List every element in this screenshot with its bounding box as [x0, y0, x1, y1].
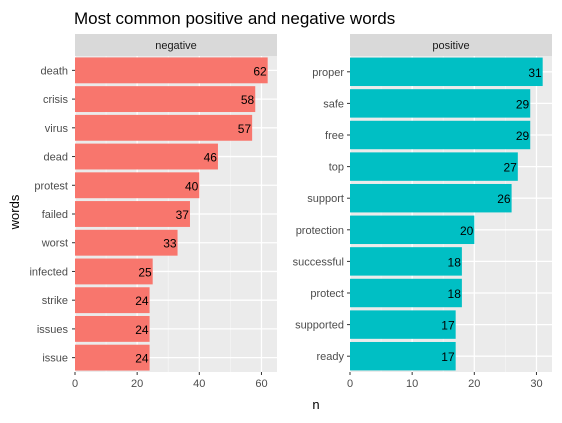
- data-label: 26: [497, 192, 511, 206]
- y-tick-label: supported: [295, 320, 344, 332]
- data-label: 46: [204, 151, 218, 165]
- data-label: 25: [138, 265, 152, 279]
- facet-strip-positive: [350, 34, 552, 56]
- x-tick-label: 0: [347, 378, 353, 390]
- y-tick-label: free: [325, 130, 344, 142]
- bar-positive-supported: [350, 310, 456, 339]
- bar-positive-ready: [350, 341, 456, 371]
- data-label: 20: [460, 224, 474, 238]
- y-tick-label: issue: [42, 353, 68, 365]
- data-label: 18: [448, 255, 462, 269]
- y-tick-label: protest: [34, 180, 68, 192]
- y-tick-label: protection: [296, 225, 344, 237]
- facet-label-positive: positive: [432, 40, 469, 52]
- data-label: 27: [503, 161, 517, 175]
- data-label: 29: [516, 129, 530, 143]
- bar-negative-virus: [75, 114, 253, 141]
- data-label: 24: [135, 294, 149, 308]
- bar-negative-worst: [75, 229, 178, 256]
- data-label: 62: [253, 64, 267, 78]
- y-tick-label: proper: [312, 67, 344, 79]
- bar-negative-dead: [75, 143, 218, 170]
- data-label: 33: [163, 237, 177, 251]
- data-label: 31: [528, 66, 542, 80]
- bar-negative-failed: [75, 201, 190, 227]
- bar-positive-top: [350, 152, 518, 181]
- chart-title: Most common positive and negative words: [74, 9, 395, 28]
- y-tick-label: support: [307, 193, 344, 205]
- data-label: 18: [448, 287, 462, 301]
- bar-positive-free: [350, 120, 531, 150]
- data-label: 57: [238, 122, 252, 136]
- data-label: 37: [176, 208, 190, 222]
- bar-positive-safe: [350, 89, 531, 118]
- bar-positive-proper: [350, 57, 543, 87]
- x-axis-title: n: [312, 397, 319, 412]
- bar-negative-protest: [75, 172, 200, 199]
- bar-positive-protection: [350, 215, 475, 245]
- y-tick-label: virus: [45, 123, 69, 135]
- y-tick-label: safe: [323, 98, 344, 110]
- x-tick-label: 20: [131, 378, 143, 390]
- bar-positive-support: [350, 183, 512, 213]
- y-tick-label: ready: [316, 351, 344, 363]
- y-tick-label: infected: [29, 266, 68, 278]
- data-label: 40: [185, 179, 199, 193]
- x-tick-label: 60: [255, 378, 267, 390]
- bar-negative-death: [75, 57, 268, 84]
- data-label: 17: [441, 350, 455, 364]
- y-tick-label: worst: [41, 238, 68, 250]
- bar-negative-strike: [75, 287, 150, 314]
- bar-positive-protect: [350, 278, 462, 308]
- y-tick-label: death: [40, 65, 68, 77]
- data-label: 58: [241, 93, 255, 107]
- bar-negative-infected: [75, 258, 153, 285]
- x-tick-label: 0: [72, 378, 78, 390]
- y-tick-label: failed: [42, 209, 68, 221]
- bar-negative-issue: [75, 344, 150, 371]
- y-tick-label: dead: [44, 152, 68, 164]
- bar-positive-successful: [350, 247, 462, 276]
- x-tick-label: 30: [530, 378, 542, 390]
- y-tick-label: crisis: [43, 94, 69, 106]
- x-tick-label: 10: [406, 378, 418, 390]
- data-label: 24: [135, 352, 149, 366]
- y-tick-label: top: [329, 162, 344, 174]
- y-tick-label: successful: [293, 256, 344, 268]
- facet-strip-negative: [75, 34, 277, 56]
- y-tick-label: issues: [37, 324, 69, 336]
- data-label: 24: [135, 323, 149, 337]
- x-tick-label: 20: [468, 378, 480, 390]
- chart-panels: negative 0 20 40 60 death crisis virus dead prote…: [29, 34, 552, 390]
- data-label: 29: [516, 97, 530, 111]
- bar-negative-crisis: [75, 86, 256, 113]
- facet-label-negative: negative: [155, 40, 197, 52]
- data-label: 17: [441, 319, 455, 333]
- bar-negative-issues: [75, 315, 150, 342]
- x-tick-label: 40: [193, 378, 205, 390]
- y-axis-title: words: [7, 194, 22, 230]
- y-tick-label: protect: [310, 288, 344, 300]
- y-tick-label: strike: [42, 295, 68, 307]
